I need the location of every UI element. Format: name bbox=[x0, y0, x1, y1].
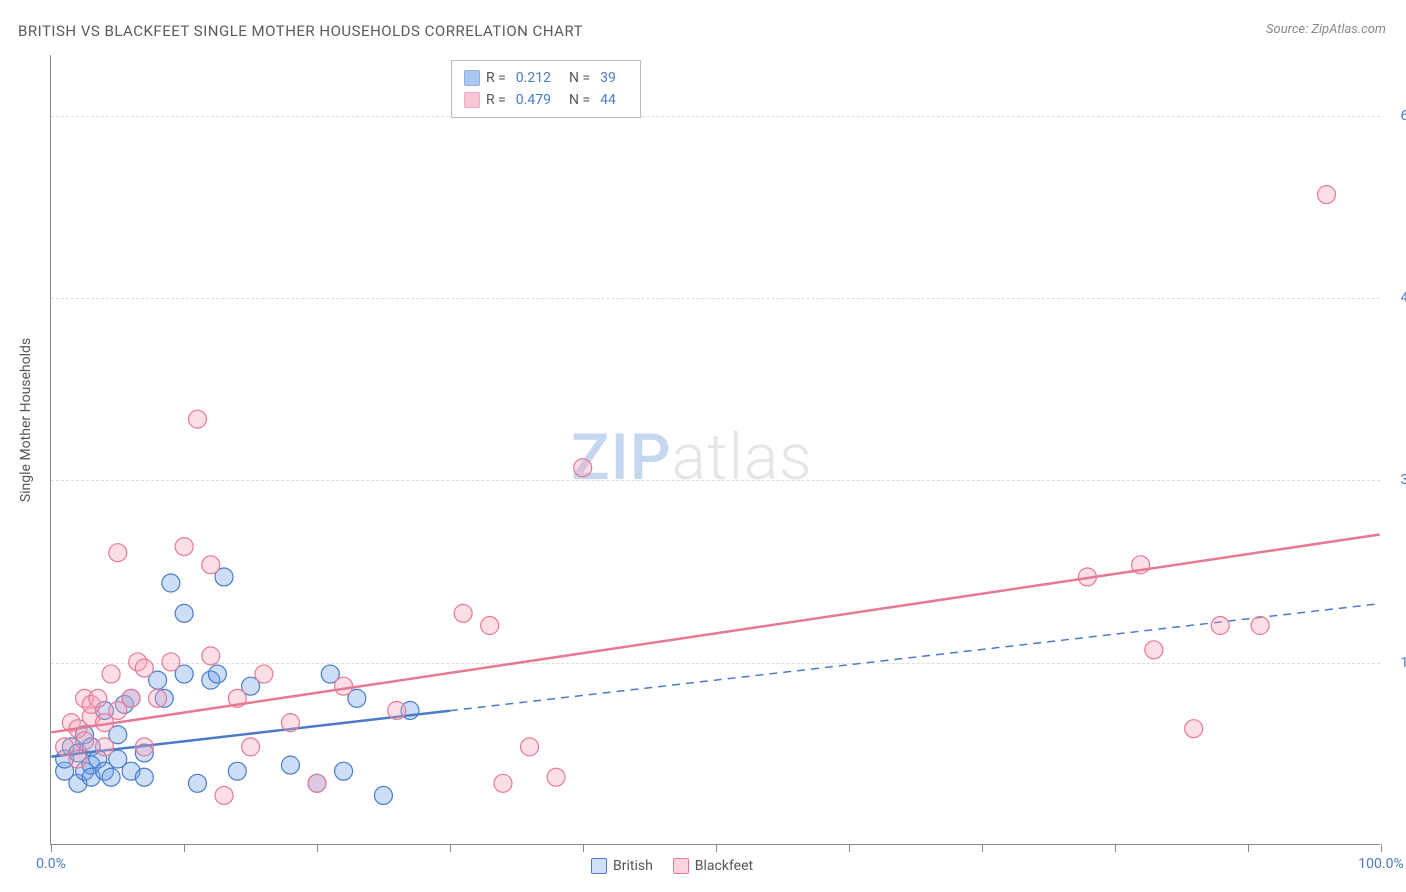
scatter-point bbox=[69, 750, 87, 768]
swatch-british-icon bbox=[591, 858, 607, 874]
x-tick-label: 0.0% bbox=[36, 856, 66, 872]
scatter-point bbox=[202, 556, 220, 574]
y-tick-label: 45.0% bbox=[1388, 290, 1406, 306]
swatch-blackfeet-icon bbox=[673, 858, 689, 874]
scatter-point bbox=[215, 786, 233, 804]
chart-title: BRITISH VS BLACKFEET SINGLE MOTHER HOUSE… bbox=[18, 22, 583, 40]
scatter-point bbox=[1145, 641, 1163, 659]
x-tick bbox=[716, 844, 717, 852]
scatter-point bbox=[1185, 720, 1203, 738]
series-legend-british: British bbox=[591, 858, 653, 874]
x-tick bbox=[982, 844, 983, 852]
scatter-point bbox=[547, 768, 565, 786]
scatter-point bbox=[188, 774, 206, 792]
scatter-point bbox=[175, 604, 193, 622]
scatter-point bbox=[281, 756, 299, 774]
chart-area: ZIPatlas R =0.212 N =39 R =0.479 N =44 B… bbox=[50, 55, 1380, 845]
scatter-point bbox=[76, 732, 94, 750]
swatch-british bbox=[464, 70, 480, 86]
scatter-point bbox=[574, 459, 592, 477]
scatter-point bbox=[208, 665, 226, 683]
regression-line bbox=[51, 534, 1379, 732]
scatter-point bbox=[122, 689, 140, 707]
scatter-point bbox=[335, 677, 353, 695]
scatter-point bbox=[175, 538, 193, 556]
scatter-point bbox=[135, 738, 153, 756]
y-tick-label: 30.0% bbox=[1388, 472, 1406, 488]
x-tick bbox=[1115, 844, 1116, 852]
series-legend-label: British bbox=[613, 858, 653, 874]
x-tick bbox=[1248, 844, 1249, 852]
scatter-point bbox=[202, 647, 220, 665]
x-tick bbox=[184, 844, 185, 852]
scatter-point bbox=[109, 544, 127, 562]
x-tick bbox=[1381, 844, 1382, 852]
scatter-point bbox=[255, 665, 273, 683]
x-tick bbox=[583, 844, 584, 852]
series-legend-blackfeet: Blackfeet bbox=[673, 858, 753, 874]
series-legend: British Blackfeet bbox=[591, 858, 753, 874]
x-tick bbox=[450, 844, 451, 852]
scatter-point bbox=[95, 738, 113, 756]
scatter-point bbox=[135, 659, 153, 677]
y-tick-label: 60.0% bbox=[1388, 108, 1406, 124]
scatter-plot-svg bbox=[51, 55, 1380, 844]
x-tick-label: 100.0% bbox=[1358, 856, 1403, 872]
scatter-point bbox=[481, 617, 499, 635]
scatter-point bbox=[102, 768, 120, 786]
scatter-point bbox=[89, 689, 107, 707]
source-attribution: Source: ZipAtlas.com bbox=[1266, 22, 1386, 37]
scatter-point bbox=[242, 738, 260, 756]
x-tick bbox=[849, 844, 850, 852]
scatter-point bbox=[494, 774, 512, 792]
scatter-point bbox=[388, 701, 406, 719]
scatter-point bbox=[281, 714, 299, 732]
scatter-point bbox=[1211, 617, 1229, 635]
scatter-point bbox=[102, 665, 120, 683]
stats-legend-row-blackfeet: R =0.479 N =44 bbox=[464, 89, 628, 111]
series-legend-label: Blackfeet bbox=[695, 858, 753, 874]
stats-legend-row-british: R =0.212 N =39 bbox=[464, 67, 628, 89]
scatter-point bbox=[454, 604, 472, 622]
scatter-point bbox=[374, 786, 392, 804]
scatter-point bbox=[521, 738, 539, 756]
scatter-point bbox=[1251, 617, 1269, 635]
x-tick bbox=[317, 844, 318, 852]
scatter-point bbox=[308, 774, 326, 792]
scatter-point bbox=[135, 768, 153, 786]
scatter-point bbox=[162, 653, 180, 671]
scatter-point bbox=[149, 689, 167, 707]
regression-line-extrapolated bbox=[450, 604, 1380, 711]
x-tick bbox=[51, 844, 52, 852]
scatter-point bbox=[188, 410, 206, 428]
stats-legend: R =0.212 N =39 R =0.479 N =44 bbox=[451, 60, 641, 118]
y-axis-label: Single Mother Households bbox=[18, 338, 34, 502]
scatter-point bbox=[228, 762, 246, 780]
scatter-point bbox=[335, 762, 353, 780]
scatter-point bbox=[1318, 186, 1336, 204]
scatter-point bbox=[162, 574, 180, 592]
y-tick-label: 15.0% bbox=[1388, 655, 1406, 671]
swatch-blackfeet bbox=[464, 92, 480, 108]
